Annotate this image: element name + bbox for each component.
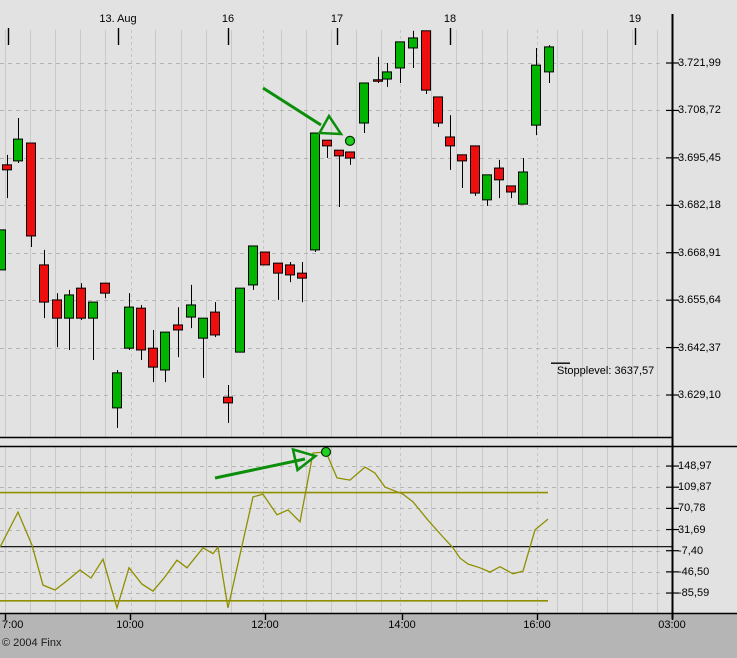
- buy-signal-dot-price: [344, 135, 356, 146]
- buy-signal-dot-oscillator: [320, 446, 332, 458]
- candle-body: [421, 30, 431, 91]
- date-tick-label: 19: [628, 13, 642, 25]
- indicator-tick-label: -85,59: [678, 587, 710, 600]
- price-tick-label: 3.695,45: [678, 151, 721, 164]
- price-tick-label: 3.721,99: [678, 57, 721, 69]
- signal-arrow-line: [214, 457, 306, 480]
- price-tick-label: 3.682,18: [678, 199, 721, 212]
- candle-body: [76, 287, 86, 319]
- signal-arrow-head: [317, 113, 344, 136]
- candle-body: [39, 264, 49, 303]
- candle-body: [160, 331, 170, 371]
- date-tick-label: 18: [443, 13, 457, 25]
- candle-body: [531, 64, 541, 126]
- candle-body: [433, 96, 443, 124]
- price-tick-label: 3.629,10: [678, 389, 721, 401]
- stop-level-label: Stopplevel: 3637,57: [557, 365, 655, 378]
- candle-body: [457, 154, 467, 162]
- candle-body: [518, 171, 528, 205]
- candle-body: [285, 264, 295, 276]
- candle-body: [52, 299, 62, 319]
- candle-body: [334, 149, 344, 157]
- candle-body: [260, 251, 270, 266]
- candle-body: [124, 306, 134, 349]
- candle-body: [544, 46, 554, 73]
- indicator-tick-label: 70,78: [678, 502, 706, 515]
- candle-body: [273, 262, 283, 274]
- candle-body: [136, 307, 146, 351]
- candle-body: [13, 138, 23, 162]
- candle-body: [322, 139, 332, 147]
- candle-body: [345, 151, 355, 159]
- time-tick-label: 10:00: [116, 619, 144, 631]
- candle-body: [2, 164, 12, 171]
- candle-body: [310, 132, 320, 251]
- candle-body: [112, 372, 122, 409]
- candle-body: [395, 41, 405, 69]
- oscillator-line: [0, 451, 549, 611]
- time-tick-label: 14:00: [388, 619, 416, 631]
- date-tick-label: 16: [221, 13, 235, 25]
- price-tick-label: 3.708,72: [678, 104, 721, 117]
- candle-body: [445, 136, 455, 147]
- candle-body: [382, 71, 392, 80]
- bottom-margin: [0, 614, 737, 658]
- indicator-tick-label: -7,40: [678, 544, 704, 557]
- time-tick-label: 03:00: [658, 619, 686, 631]
- price-tick-label: 3.642,37: [678, 341, 721, 354]
- signal-arrow-line: [262, 86, 322, 127]
- price-tick-label: 3.668,91: [678, 246, 721, 259]
- candle-body: [297, 272, 307, 279]
- indicator-tick-label: 31,69: [678, 523, 706, 536]
- candle-body: [235, 287, 245, 353]
- candle-body: [494, 167, 504, 181]
- candle-body: [64, 294, 74, 319]
- date-tick-label: 17: [330, 13, 344, 25]
- candle-body: [482, 174, 492, 201]
- candle-body: [198, 317, 208, 339]
- candle-body: [100, 282, 110, 294]
- candle-body: [148, 347, 158, 368]
- candle-body: [373, 79, 383, 82]
- candle-body: [248, 245, 258, 286]
- candle-body: [470, 145, 480, 194]
- candle-body: [210, 311, 220, 336]
- indicator-tick-label: -46,50: [678, 565, 710, 578]
- candle-body: [408, 37, 418, 49]
- candle-body: [186, 304, 196, 318]
- candle-body: [173, 324, 183, 331]
- indicator-tick-label: 148,97: [678, 460, 712, 473]
- time-tick-label: 16:00: [523, 619, 551, 631]
- candle-body: [88, 301, 98, 319]
- candle-body: [0, 229, 6, 271]
- candle-body: [223, 396, 233, 404]
- time-tick-label: 12:00: [251, 619, 279, 631]
- candle-body: [359, 82, 369, 124]
- candle-body: [506, 185, 516, 193]
- date-tick-label: 13. Aug: [99, 13, 137, 25]
- copyright-text: © 2004 Finx: [2, 637, 62, 649]
- price-tick-label: 3.655,64: [678, 294, 721, 307]
- indicator-tick-label: 109,87: [678, 481, 712, 494]
- candle-body: [26, 142, 36, 237]
- time-tick-label: 7:00: [2, 619, 24, 631]
- signal-arrow-head: [291, 447, 319, 473]
